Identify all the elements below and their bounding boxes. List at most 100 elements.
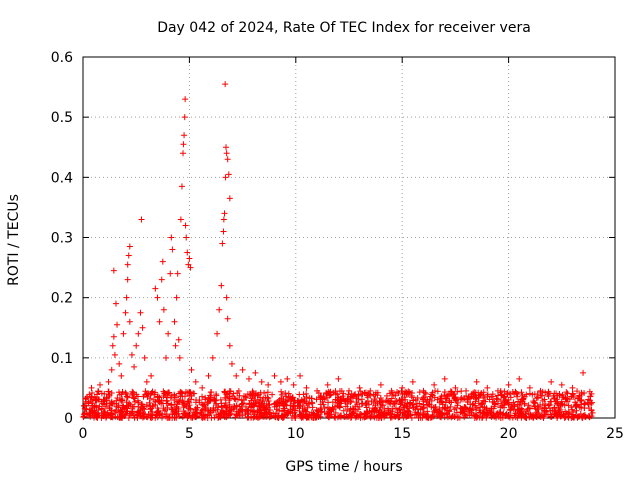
data-point xyxy=(101,408,108,415)
data-point xyxy=(105,388,112,395)
data-point xyxy=(556,391,563,398)
data-point xyxy=(168,392,175,399)
data-point xyxy=(191,412,198,419)
data-points xyxy=(80,81,596,421)
data-point xyxy=(178,183,185,190)
data-point xyxy=(135,403,142,410)
x-tick-label: 15 xyxy=(393,426,411,442)
data-point xyxy=(213,400,220,407)
data-point xyxy=(468,409,475,416)
data-point xyxy=(167,270,174,277)
data-point xyxy=(329,405,336,412)
data-point xyxy=(326,407,333,414)
data-point xyxy=(255,391,262,398)
data-point xyxy=(467,395,474,402)
data-point xyxy=(97,381,104,388)
data-point xyxy=(584,399,591,406)
data-point xyxy=(367,387,374,394)
data-point xyxy=(129,408,136,415)
data-point xyxy=(132,398,139,405)
data-point xyxy=(434,413,441,420)
data-point xyxy=(537,387,544,394)
data-point xyxy=(370,399,377,406)
data-point xyxy=(116,409,123,416)
data-point xyxy=(165,330,172,337)
data-point xyxy=(119,388,126,395)
data-point xyxy=(441,392,448,399)
data-point xyxy=(81,402,88,409)
data-point xyxy=(105,378,112,385)
data-point xyxy=(381,406,388,413)
data-point xyxy=(160,306,167,313)
data-point xyxy=(206,411,213,418)
data-point xyxy=(502,398,509,405)
data-point xyxy=(296,408,303,415)
data-point xyxy=(397,400,404,407)
data-point xyxy=(569,413,576,420)
data-point xyxy=(282,401,289,408)
data-point xyxy=(574,414,581,421)
data-point xyxy=(281,414,288,421)
data-point xyxy=(399,391,406,398)
data-point xyxy=(176,354,183,361)
data-point xyxy=(236,408,243,415)
data-point xyxy=(444,393,451,400)
data-point xyxy=(181,114,188,121)
data-point xyxy=(414,395,421,402)
data-point xyxy=(141,354,148,361)
data-point xyxy=(589,409,596,416)
data-point xyxy=(256,413,263,420)
y-tick-label: 0.2 xyxy=(51,291,73,307)
data-point xyxy=(546,401,553,408)
data-point xyxy=(258,378,265,385)
data-point xyxy=(452,413,459,420)
data-point xyxy=(159,258,166,265)
data-point xyxy=(557,401,564,408)
data-point xyxy=(399,384,406,391)
data-point xyxy=(384,412,391,419)
data-point xyxy=(482,398,489,405)
data-point xyxy=(510,406,517,413)
data-point xyxy=(120,330,127,337)
data-point xyxy=(108,366,115,373)
data-point xyxy=(152,401,159,408)
data-point xyxy=(223,144,230,151)
data-point xyxy=(378,398,385,405)
data-point xyxy=(511,390,518,397)
data-point xyxy=(83,395,90,402)
data-point xyxy=(129,390,136,397)
data-point xyxy=(518,389,525,396)
data-point xyxy=(355,413,362,420)
data-point xyxy=(508,401,515,408)
data-point xyxy=(81,411,88,418)
data-point xyxy=(103,395,110,402)
data-point xyxy=(315,408,322,415)
data-point xyxy=(182,222,189,229)
data-point xyxy=(223,150,230,157)
data-point xyxy=(453,405,460,412)
data-point xyxy=(115,402,122,409)
data-point xyxy=(242,408,249,415)
data-point xyxy=(396,407,403,414)
data-point xyxy=(393,398,400,405)
data-point xyxy=(425,401,432,408)
data-point xyxy=(124,276,131,283)
data-point xyxy=(548,398,555,405)
data-point xyxy=(383,392,390,399)
data-point xyxy=(91,414,98,421)
data-point xyxy=(263,400,270,407)
data-point xyxy=(548,378,555,385)
data-point xyxy=(517,399,524,406)
data-point xyxy=(177,388,184,395)
data-point xyxy=(188,366,195,373)
data-point xyxy=(315,408,322,415)
data-point xyxy=(290,381,297,388)
data-point xyxy=(230,406,237,413)
data-point xyxy=(447,403,454,410)
data-point xyxy=(505,381,512,388)
data-point xyxy=(93,410,100,417)
data-point xyxy=(252,369,259,376)
data-point xyxy=(407,400,414,407)
data-point xyxy=(413,411,420,418)
data-point xyxy=(222,174,229,181)
